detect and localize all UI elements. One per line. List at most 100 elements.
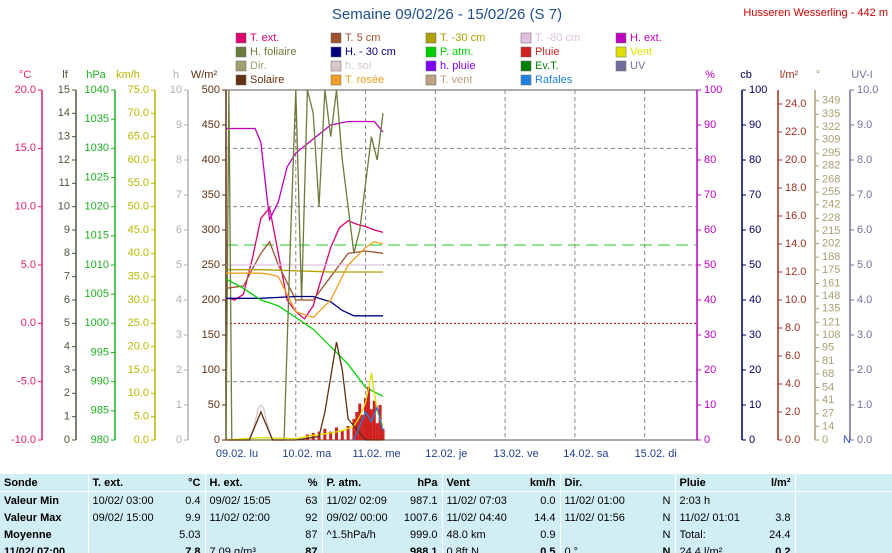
y-tick-label: 30 [749,329,761,341]
y-tick-label: 450 [202,119,220,131]
legend-swatch [615,32,627,44]
axis-title: W/m² [191,69,218,81]
table-cell: 0 ° [564,545,579,553]
table-cell: hPa [392,474,443,492]
y-tick-label: 13 [58,131,70,143]
y-tick-label: 70 [704,189,716,201]
table-cell: 0.5 [512,543,561,553]
y-tick-label: 60.0 [128,154,149,166]
y-tick-label: 268 [822,173,840,185]
table-cell: 11/02/ 01:01 [679,511,740,524]
legend-label: H. foliaire [250,46,296,58]
y-tick-label: 0 [822,434,828,446]
series-line [226,240,384,319]
y-tick-label: 1010 [85,259,109,271]
y-tick-label: 161 [822,277,840,289]
y-tick-label: 335 [822,108,840,120]
y-tick-label: 1000 [85,317,109,329]
y-tick-label: 60 [749,224,761,236]
y-tick-label: 400 [202,154,220,166]
table-cell: 09/02/ 00:00 [326,511,388,524]
filler [795,492,892,510]
table-cell: 0.8ft N [446,545,479,553]
y-tick-label: 27 [822,408,834,420]
legend-swatch [425,46,437,58]
table-cell: 1007.6 [392,509,443,526]
y-tick-label: 14.0 [785,238,806,250]
y-tick-label: 985 [91,405,109,417]
y-tick-label: 228 [822,212,840,224]
x-tick-label: 13.02. ve [493,448,538,460]
table-cell: 987.1 [392,491,443,509]
rain-bar [372,400,376,440]
filler [795,543,892,553]
y-tick-label: 1020 [85,201,109,213]
filler [795,474,892,492]
y-tick-label: 255 [822,186,840,198]
rain-bar [311,433,315,440]
y-tick-label: 30.0 [128,294,149,306]
y-tick-label: 1040 [85,84,109,96]
y-tick-label: 5.0 [134,411,149,423]
y-tick-label: 175 [822,264,840,276]
y-tick-label: 8.0 [785,322,800,334]
y-tick-label: 24.0 [785,98,806,110]
y-tick-label: 4 [64,341,70,353]
chart-title: Semaine 09/02/26 - 15/02/26 (S 7) [332,6,562,23]
table-cell: Total: [679,528,706,541]
legend-label: T. vent [440,74,472,86]
rain-bar [329,431,333,440]
y-tick-label: 10.0 [128,387,149,399]
table-cell: Dir. [560,474,640,492]
rain-bar [305,434,309,440]
series-line [226,341,383,441]
y-tick-label: 135 [822,303,840,315]
table-cell: Vent [442,474,512,492]
y-tick-label: 6 [64,294,70,306]
legend-label: T. 5 cm [345,32,380,44]
y-tick-label: 1015 [85,230,109,242]
series-line [226,120,384,222]
y-tick-label: 980 [91,434,109,446]
filler [795,509,892,526]
table-cell: 0.4 [158,491,206,509]
y-tick-label: 0 [214,434,220,446]
axis-title: ° [816,69,820,81]
axis-title: hPa [86,69,106,81]
y-tick-label: 12.0 [785,266,806,278]
y-tick-label: 35.0 [128,271,149,283]
y-tick-label: 10 [170,84,182,96]
y-tick-label: 300 [202,224,220,236]
y-tick-label: 7 [176,189,182,201]
table-row: Sonde T. ext. °C H. ext.% P. atm. hPa Vent km/h… [0,474,892,492]
axis-title: h [173,69,179,81]
table-cell: 7.09 g/m³ [209,545,256,553]
legend-label: Pluie [535,46,559,58]
y-tick-label: 80 [749,154,761,166]
table-cell: 7.8 [158,543,206,553]
y-tick-label: 1 [64,411,70,423]
x-tick-label: 11.02. me [353,448,401,460]
y-tick-label: 121 [822,316,840,328]
table-cell: 87 [275,543,323,553]
table-cell: % [275,474,323,492]
table-cell: N [640,526,676,543]
y-tick-label: 60 [704,224,716,236]
y-tick-label: 10.0 [15,201,36,213]
y-tick-label: 995 [91,346,109,358]
table-cell: T. ext. [88,474,158,492]
y-tick-label: 20.0 [128,341,149,353]
legend-label: T. rosée [345,74,384,86]
y-tick-label: 10.0 [857,84,878,96]
filler [795,526,892,543]
legend-label: H. - 30 cm [345,46,396,58]
y-tick-label: 20.0 [785,154,806,166]
legend-swatch [330,60,342,72]
y-tick-label: 9 [176,119,182,131]
series-line [225,278,384,397]
y-tick-label: 148 [822,290,840,302]
y-tick-label: 14 [58,107,70,119]
rain-bar [358,403,362,440]
north-label: N [843,434,851,446]
y-tick-label: 55.0 [128,177,149,189]
